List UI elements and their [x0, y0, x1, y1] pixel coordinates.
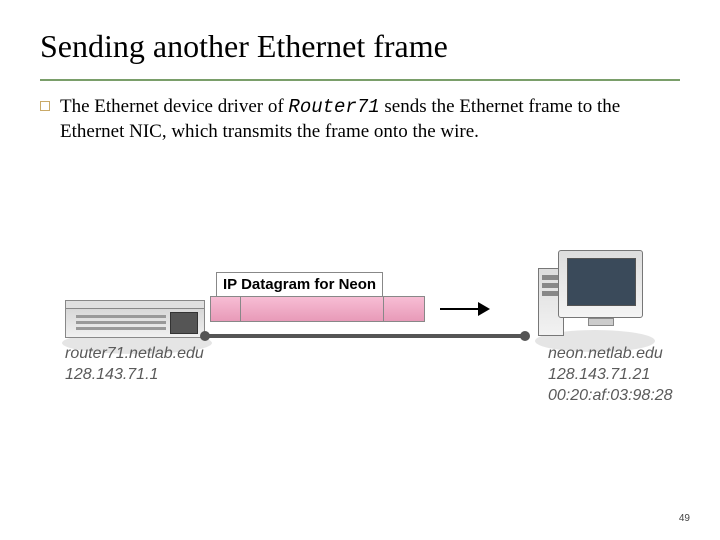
- datagram-label: IP Datagram for Neon: [216, 272, 383, 297]
- bullet-row: The Ethernet device driver of Router71 s…: [0, 81, 720, 144]
- bullet-icon: [40, 101, 50, 111]
- router-name-inline: Router71: [288, 96, 379, 118]
- network-diagram: router71.netlab.edu 128.143.71.1 IP Data…: [0, 250, 720, 450]
- wire: [205, 334, 525, 338]
- bullet-text-before: The Ethernet device driver of: [60, 96, 288, 117]
- ethernet-frame-icon: [210, 296, 425, 322]
- computer-hostname: neon.netlab.edu: [548, 344, 673, 365]
- router-label: router71.netlab.edu 128.143.71.1: [65, 344, 204, 386]
- bullet-text: The Ethernet device driver of Router71 s…: [60, 95, 680, 144]
- page-number: 49: [679, 513, 690, 524]
- router-icon: [65, 300, 205, 338]
- computer-mac: 00:20:af:03:98:28: [548, 386, 673, 407]
- router-hostname: router71.netlab.edu: [65, 344, 204, 365]
- computer-label: neon.netlab.edu 128.143.71.21 00:20:af:0…: [548, 344, 673, 406]
- arrow-icon: [440, 300, 490, 318]
- computer-icon: [538, 250, 648, 350]
- slide-title: Sending another Ethernet frame: [40, 28, 680, 65]
- computer-ip: 128.143.71.21: [548, 365, 673, 386]
- wire-end-right: [520, 331, 530, 341]
- router-ip: 128.143.71.1: [65, 365, 204, 386]
